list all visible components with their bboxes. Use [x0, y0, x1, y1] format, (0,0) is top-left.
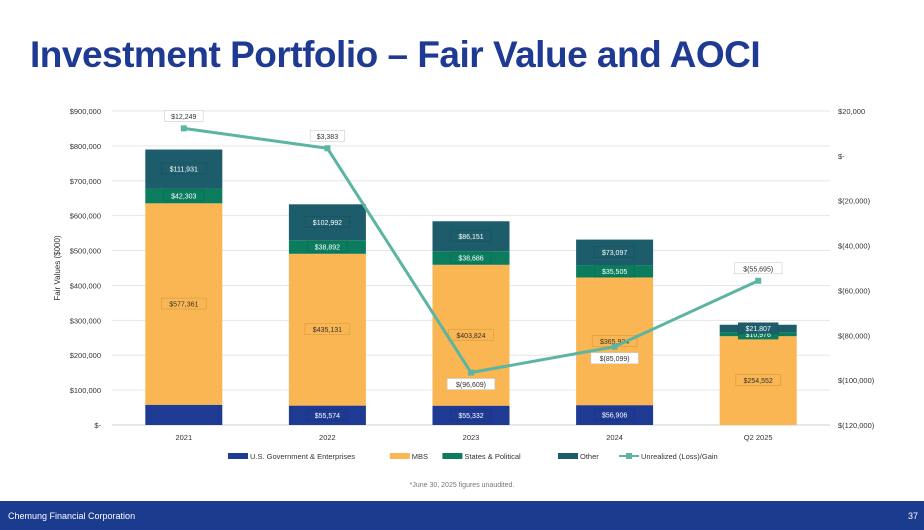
- y-tick-label: $900,000: [70, 107, 101, 116]
- data-label: $55,332: [458, 413, 483, 420]
- data-label-box: [448, 328, 494, 341]
- legend-swatch: [442, 453, 463, 459]
- data-label: $577,361: [169, 302, 198, 309]
- legend-swatch: [389, 453, 410, 459]
- bar-segment: [145, 404, 223, 425]
- legend-label: Other: [580, 452, 599, 461]
- data-label: $21,807: [746, 326, 771, 333]
- data-label: $111,931: [170, 167, 198, 174]
- data-label: $102,992: [313, 220, 342, 227]
- y-tick-label: $100,000: [70, 386, 101, 395]
- line-data-label: $12,249: [171, 114, 196, 121]
- x-tick-label: 2024: [606, 433, 623, 442]
- data-label-box: [306, 409, 348, 421]
- line-marker: [611, 343, 618, 350]
- y-tick-label: $800,000: [70, 142, 101, 151]
- line-marker: [755, 277, 762, 284]
- page-title: Investment Portfolio – Fair Value and AO…: [30, 34, 761, 75]
- y2-tick-label: $20,000: [838, 107, 865, 116]
- legend-line-marker: [626, 453, 632, 459]
- footer-bar: Chemung Financial Corporation 37: [0, 501, 924, 530]
- data-label-box: [161, 297, 207, 310]
- data-label-box: [594, 408, 636, 421]
- data-label: $35,505: [602, 269, 627, 276]
- data-label-box: [450, 229, 492, 242]
- data-label: $365,934: [600, 339, 629, 346]
- y-tick-label: $500,000: [70, 247, 101, 256]
- data-label: $403,824: [456, 333, 485, 340]
- legend-swatch: [558, 453, 578, 459]
- data-label-box: [735, 374, 781, 386]
- data-label-box: [594, 246, 636, 258]
- x-tick-label: Q2 2025: [744, 433, 773, 442]
- footnote: *June 30, 2025 figures unaudited.: [409, 482, 515, 489]
- line-marker: [180, 125, 187, 132]
- line-data-label: $3,383: [317, 134, 339, 141]
- data-label: $254,552: [744, 378, 773, 385]
- line-label-box: [590, 352, 639, 365]
- page-number: 37: [907, 511, 918, 521]
- legend-label: U.S. Government & Enterprises: [250, 452, 355, 461]
- data-label-box: [163, 189, 205, 202]
- data-label: $42,303: [171, 193, 196, 200]
- data-label-box: [737, 322, 779, 334]
- stacked-bar-line-chart: $- $100,000 $200,000 $300,000 $400,000 $500,0…: [53, 107, 875, 461]
- y-tick-label: $300,000: [70, 316, 101, 325]
- y2-tick-label: $(60,000): [838, 286, 871, 295]
- data-label: $38,892: [315, 245, 340, 252]
- y2-tick-label: $(20,000): [838, 197, 871, 206]
- legend-label: Unrealized (Loss)/Gain: [641, 452, 718, 461]
- y2-tick-label: $(120,000): [838, 421, 875, 430]
- line-marker: [468, 369, 474, 376]
- data-label-box: [161, 162, 207, 175]
- line-label-box: [309, 129, 345, 142]
- data-label: $435,131: [313, 327, 342, 334]
- x-tick-label: 2022: [319, 433, 336, 442]
- y-tick-label: $700,000: [70, 177, 101, 186]
- data-label: $55,574: [315, 413, 340, 420]
- line-data-label: $(55,695): [743, 266, 773, 273]
- y2-tick-label: $(100,000): [838, 376, 875, 385]
- line-label-box: [164, 110, 204, 122]
- data-label-box: [450, 251, 492, 264]
- data-label-box: [304, 215, 351, 228]
- y-tick-label: $200,000: [70, 351, 101, 360]
- legend-swatch: [228, 453, 248, 459]
- line-data-label: $(85,099): [600, 356, 630, 363]
- data-label: $86,151: [458, 234, 483, 241]
- x-tick-label: 2021: [175, 433, 192, 442]
- y2-tick-label: $(80,000): [838, 331, 871, 340]
- line-marker: [324, 145, 331, 152]
- data-label-box: [304, 323, 351, 336]
- legend-label: States & Political: [464, 452, 521, 461]
- data-label-box: [594, 264, 636, 277]
- line-data-label: $(96,609): [456, 382, 486, 389]
- y-tick-label: $-: [94, 421, 101, 430]
- legend-label: MBS: [412, 452, 428, 461]
- y-axis-label: Fair Values ($000): [53, 235, 62, 301]
- data-label: $56,906: [602, 413, 627, 420]
- y-tick-label: $600,000: [70, 212, 101, 221]
- y-tick-label: $400,000: [70, 281, 101, 290]
- line-label-box: [734, 262, 783, 275]
- data-label: $38,686: [458, 256, 483, 263]
- footer-company: Chemung Financial Corporation: [8, 511, 136, 521]
- data-label-box: [450, 409, 492, 421]
- y2-tick-label: $(40,000): [838, 242, 871, 251]
- data-label-box: [306, 240, 348, 253]
- y2-tick-label: $-: [838, 152, 845, 161]
- data-label: $73,097: [602, 250, 627, 257]
- x-tick-label: 2023: [463, 433, 480, 442]
- data-label: $10,976: [746, 332, 771, 339]
- line-label-box: [446, 378, 496, 390]
